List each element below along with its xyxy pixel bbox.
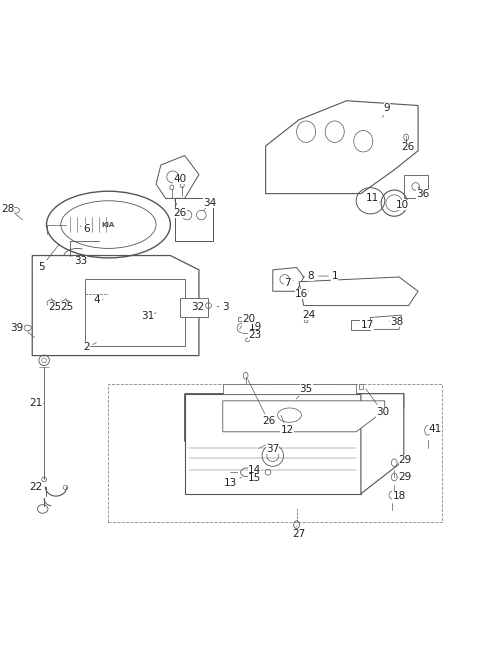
Polygon shape [273,267,304,291]
Polygon shape [108,384,442,523]
Text: 26: 26 [401,140,414,152]
Polygon shape [359,384,363,389]
Text: KIA: KIA [102,222,115,228]
Text: 26: 26 [248,379,275,426]
Text: 6: 6 [80,224,90,234]
Text: 33: 33 [74,256,87,266]
Polygon shape [84,279,185,346]
Polygon shape [351,320,371,330]
Polygon shape [361,394,404,494]
Text: 1: 1 [318,271,338,281]
Text: 7: 7 [284,278,293,288]
Polygon shape [299,277,418,305]
Text: 3: 3 [217,301,228,311]
Text: 34: 34 [203,198,216,211]
Text: 13: 13 [224,477,242,489]
Text: 15: 15 [248,473,261,483]
Text: 32: 32 [192,301,204,311]
Text: 9: 9 [383,103,390,118]
Polygon shape [223,384,356,394]
Text: 16: 16 [295,288,309,299]
Text: 26: 26 [173,200,187,218]
Polygon shape [238,317,247,321]
Text: 38: 38 [389,317,403,327]
Text: 24: 24 [302,309,315,320]
Text: 19: 19 [249,322,262,332]
Polygon shape [185,394,404,441]
Text: 8: 8 [303,271,314,281]
Text: 39: 39 [11,323,25,333]
Polygon shape [156,156,199,198]
Polygon shape [223,401,385,432]
Text: 23: 23 [248,330,261,340]
Polygon shape [371,315,401,330]
Text: 35: 35 [296,384,313,399]
Text: 40: 40 [173,175,186,184]
Text: 25: 25 [48,301,62,311]
Polygon shape [265,101,418,194]
Text: 11: 11 [366,194,380,203]
Text: 31: 31 [141,311,156,321]
Text: 18: 18 [392,491,406,501]
Text: 10: 10 [396,199,409,209]
Polygon shape [32,256,199,356]
Text: 2: 2 [84,343,96,353]
Text: 41: 41 [428,424,442,434]
Text: 37: 37 [266,445,279,455]
Text: 22: 22 [29,481,46,492]
Text: 27: 27 [292,526,306,539]
Polygon shape [175,198,213,241]
Polygon shape [180,298,208,317]
Text: 14: 14 [248,465,261,475]
Text: 29: 29 [398,472,412,482]
Text: 5: 5 [38,245,59,271]
Text: 36: 36 [416,186,430,199]
Text: 28: 28 [1,204,14,214]
Text: 12: 12 [280,415,294,436]
Polygon shape [185,394,361,494]
Text: 4: 4 [93,295,103,305]
Text: 30: 30 [366,389,389,417]
Text: 20: 20 [242,315,255,324]
Text: 17: 17 [360,320,374,330]
Polygon shape [404,175,428,198]
Text: 29: 29 [398,455,412,466]
Text: 25: 25 [60,301,73,311]
Text: 21: 21 [29,398,44,408]
